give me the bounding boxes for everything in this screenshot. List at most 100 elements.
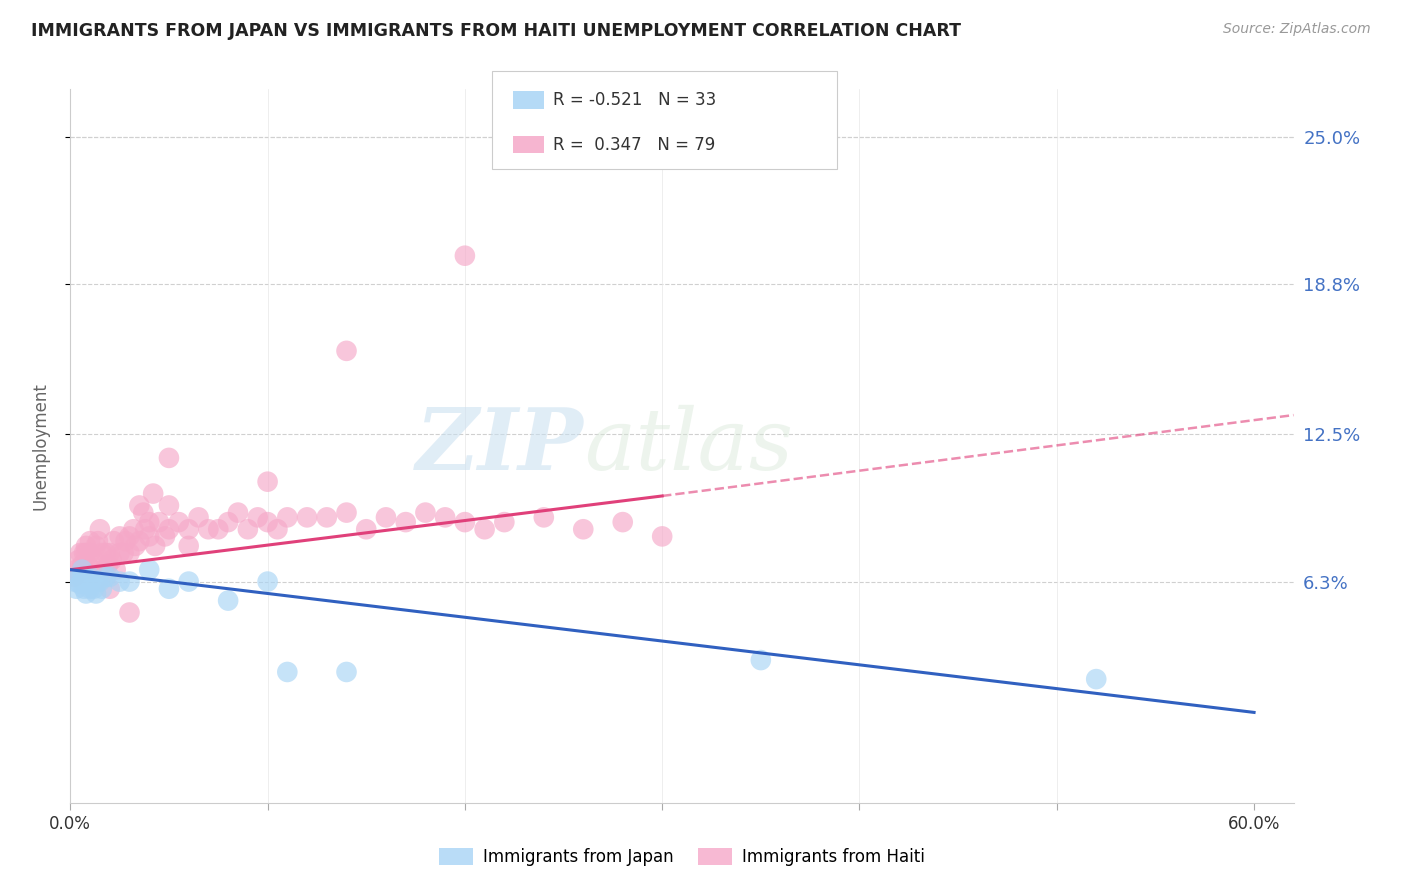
Point: [533, 510, 555, 524]
Point: [73, 546, 96, 560]
Point: [94, 570, 117, 584]
Text: IMMIGRANTS FROM JAPAN VS IMMIGRANTS FROM HAITI UNEMPLOYMENT CORRELATION CHART: IMMIGRANTS FROM JAPAN VS IMMIGRANTS FROM…: [31, 22, 960, 40]
Point: [276, 510, 298, 524]
Point: [217, 593, 239, 607]
Point: [246, 510, 269, 524]
Point: [80, 563, 103, 577]
Point: [612, 515, 634, 529]
Point: [167, 515, 190, 529]
Point: [138, 563, 160, 577]
Point: [70, 558, 93, 572]
Point: [84, 539, 107, 553]
Point: [87, 574, 110, 589]
Point: [89, 574, 111, 589]
Point: [128, 534, 150, 549]
Point: [157, 499, 180, 513]
Point: [100, 553, 122, 567]
Point: [114, 534, 136, 549]
Point: [73, 574, 96, 589]
Point: [207, 522, 229, 536]
Point: [122, 522, 145, 536]
Text: R = -0.521   N = 33: R = -0.521 N = 33: [553, 91, 716, 109]
Point: [651, 529, 673, 543]
Point: [266, 522, 288, 536]
Point: [153, 529, 176, 543]
Point: [67, 553, 90, 567]
Point: [124, 539, 146, 553]
Text: ZIP: ZIP: [416, 404, 583, 488]
Point: [142, 486, 165, 500]
Point: [138, 515, 160, 529]
Point: [256, 574, 278, 589]
Point: [70, 563, 93, 577]
Point: [67, 570, 90, 584]
Point: [63, 574, 86, 589]
Point: [315, 510, 337, 524]
Point: [454, 249, 477, 263]
Point: [75, 539, 97, 553]
Point: [80, 574, 103, 589]
Point: [256, 475, 278, 489]
Legend: Immigrants from Japan, Immigrants from Haiti: Immigrants from Japan, Immigrants from H…: [433, 841, 931, 873]
Point: [134, 522, 156, 536]
Point: [98, 582, 121, 596]
Point: [108, 529, 131, 543]
Point: [132, 506, 155, 520]
Point: [415, 506, 437, 520]
Point: [79, 570, 101, 584]
Point: [118, 529, 141, 543]
Text: R =  0.347   N = 79: R = 0.347 N = 79: [553, 136, 714, 153]
Point: [148, 515, 170, 529]
Point: [572, 522, 595, 536]
Point: [454, 515, 477, 529]
Point: [75, 570, 97, 584]
Point: [103, 534, 125, 549]
Point: [93, 563, 115, 577]
Point: [65, 582, 87, 596]
Point: [143, 539, 166, 553]
Point: [90, 546, 112, 560]
Point: [226, 506, 249, 520]
Point: [104, 563, 127, 577]
Point: [1085, 672, 1108, 686]
Point: [187, 510, 209, 524]
Point: [157, 450, 180, 465]
Point: [112, 546, 135, 560]
Point: [138, 529, 160, 543]
Point: [79, 546, 101, 560]
Point: [354, 522, 377, 536]
Point: [73, 582, 96, 596]
Point: [118, 574, 141, 589]
Point: [73, 563, 96, 577]
Point: [98, 546, 121, 560]
Point: [79, 534, 101, 549]
Point: [236, 522, 259, 536]
Point: [177, 522, 200, 536]
Point: [69, 546, 91, 560]
Point: [335, 343, 357, 358]
Point: [77, 577, 100, 591]
Point: [157, 582, 180, 596]
Text: Source: ZipAtlas.com: Source: ZipAtlas.com: [1223, 22, 1371, 37]
Point: [494, 515, 516, 529]
Point: [177, 539, 200, 553]
Point: [395, 515, 418, 529]
Y-axis label: Unemployment: Unemployment: [31, 382, 49, 510]
Point: [276, 665, 298, 679]
Point: [90, 582, 112, 596]
Point: [83, 582, 105, 596]
Point: [97, 558, 120, 572]
Point: [77, 558, 100, 572]
Point: [295, 510, 318, 524]
Point: [89, 522, 111, 536]
Point: [749, 653, 772, 667]
Point: [177, 574, 200, 589]
Point: [79, 582, 101, 596]
Point: [87, 534, 110, 549]
Point: [335, 506, 357, 520]
Point: [83, 553, 105, 567]
Text: atlas: atlas: [583, 405, 793, 487]
Point: [128, 499, 150, 513]
Point: [118, 606, 141, 620]
Point: [94, 546, 117, 560]
